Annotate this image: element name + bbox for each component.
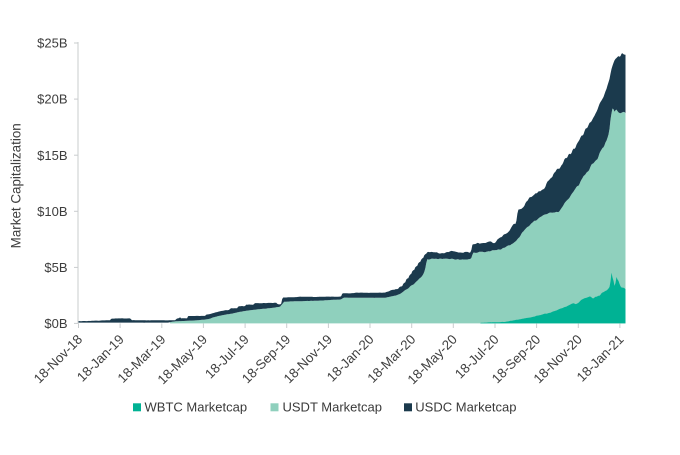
svg-text:$25B: $25B [37,36,67,51]
svg-text:$10B: $10B [37,204,67,219]
svg-text:Market Capitalization: Market Capitalization [9,123,24,248]
svg-text:$0B: $0B [44,316,67,331]
svg-text:WBTC Marketcap: WBTC Marketcap [145,399,248,414]
svg-text:$15B: $15B [37,148,67,163]
svg-text:USDC Marketcap: USDC Marketcap [415,399,516,414]
svg-text:$5B: $5B [44,260,67,275]
svg-text:USDT Marketcap: USDT Marketcap [283,399,382,414]
svg-text:$20B: $20B [37,92,67,107]
